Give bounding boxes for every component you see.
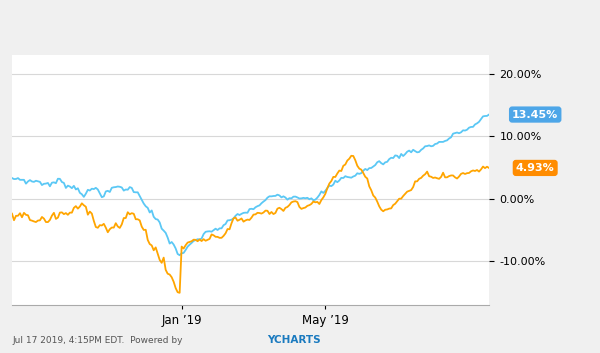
Text: Jul 17 2019, 4:15PM EDT.  Powered by: Jul 17 2019, 4:15PM EDT. Powered by	[12, 336, 185, 345]
Text: 4.93%: 4.93%	[516, 163, 554, 173]
Text: 13.45%: 13.45%	[512, 109, 559, 120]
Text: YCHARTS: YCHARTS	[267, 335, 320, 345]
